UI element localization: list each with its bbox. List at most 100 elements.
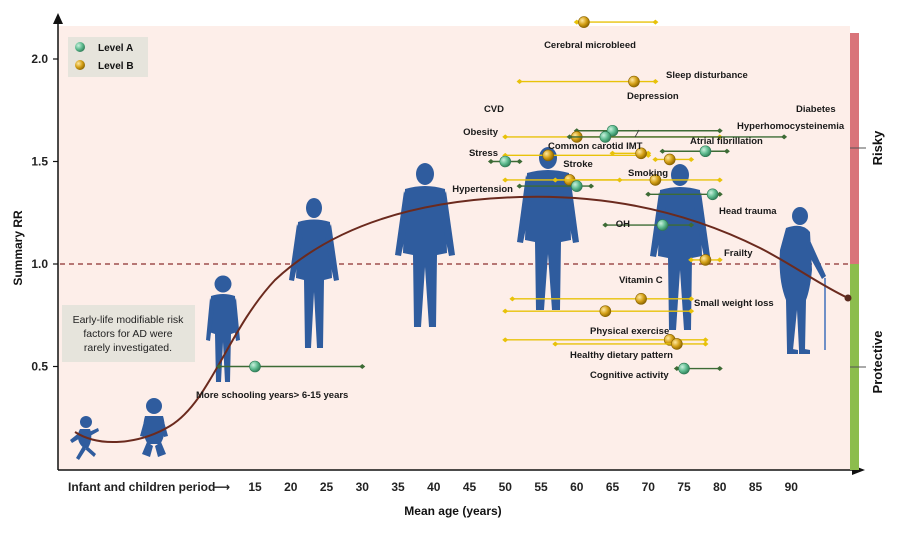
ci-end-marker bbox=[552, 341, 559, 347]
x-tick-label: 20 bbox=[284, 480, 298, 494]
factor-label: Stress bbox=[469, 148, 498, 159]
ci-end-marker bbox=[502, 134, 509, 140]
note-line-1: Early-life modifiable risk bbox=[73, 314, 185, 326]
protective-label: Protective bbox=[870, 331, 885, 394]
factor-oh: OH bbox=[602, 219, 695, 231]
factor-label: Hyperhomocysteinemia bbox=[737, 121, 845, 132]
ci-end-marker bbox=[716, 177, 723, 183]
estimate-point bbox=[635, 293, 647, 305]
age-silhouettes bbox=[70, 147, 826, 460]
factor-sleep-disturbance: Sleep disturbance bbox=[516, 70, 748, 88]
factor-label: Common carotid IMT bbox=[548, 141, 643, 152]
estimate-point bbox=[699, 145, 712, 158]
ci-end-marker bbox=[702, 341, 709, 347]
legend: Level A Level B bbox=[68, 37, 148, 77]
factor-label: Obesity bbox=[463, 127, 499, 138]
ci-end-marker bbox=[716, 366, 723, 372]
factor-label: CVD bbox=[484, 104, 504, 115]
factor-more-schooling-years-6-15-years: More schooling years> 6-15 years bbox=[196, 360, 366, 401]
ci-end-marker bbox=[716, 257, 723, 263]
x-tick-label: 15 bbox=[248, 480, 262, 494]
ci-end-marker bbox=[566, 134, 573, 140]
x-tick-label: 55 bbox=[534, 480, 548, 494]
adult-silhouette bbox=[395, 163, 455, 327]
factor-small-weight-loss: Small weight loss bbox=[502, 298, 774, 317]
ci-end-marker bbox=[716, 128, 723, 134]
factor-cognitive-activity: Cognitive activity bbox=[590, 362, 723, 381]
y-ticks: 0.5 1.0 1.5 2.0 bbox=[31, 52, 58, 374]
x-prefix-arrow: ⟶ bbox=[213, 480, 230, 494]
ci-end-marker bbox=[502, 177, 509, 183]
estimate-point bbox=[542, 149, 554, 162]
ci-end-marker bbox=[502, 308, 509, 314]
y-axis-title: Summary RR bbox=[11, 210, 25, 286]
note-box bbox=[62, 305, 195, 362]
estimate-point bbox=[656, 219, 669, 231]
x-tick-label: 85 bbox=[749, 480, 763, 494]
x-tick-label: 90 bbox=[785, 480, 799, 494]
ci-end-marker bbox=[502, 337, 509, 343]
estimate-point bbox=[635, 147, 647, 160]
x-ticks: 15 20 25 30 35 40 45 50 55 60 65 70 75 80 85 90 bbox=[248, 480, 798, 494]
x-tick-label: 50 bbox=[499, 480, 513, 494]
factor-label: Stroke bbox=[563, 159, 593, 170]
risky-label: Risky bbox=[870, 130, 885, 165]
ci-end-marker bbox=[688, 257, 695, 263]
ci-end-marker bbox=[609, 150, 616, 156]
factor-frailty: Frailty bbox=[688, 248, 753, 266]
y-tick-label: 1.5 bbox=[31, 155, 48, 169]
factor-obesity: Obesity bbox=[463, 127, 652, 162]
x-tick-label: 65 bbox=[606, 480, 620, 494]
ci-end-marker bbox=[602, 222, 609, 228]
ci-end-marker bbox=[781, 134, 788, 140]
factor-atrial-fibrillation: Atrial fibrillation bbox=[652, 136, 763, 166]
estimate-point bbox=[599, 305, 612, 317]
x-tick-label: 35 bbox=[391, 480, 405, 494]
factor-stress: Stress bbox=[469, 148, 523, 168]
ci-end-marker bbox=[359, 364, 366, 369]
x-tick-label: 60 bbox=[570, 480, 584, 494]
estimate-point bbox=[706, 188, 719, 201]
factor-label: More schooling years> 6-15 years bbox=[196, 390, 348, 401]
factor-label: OH bbox=[616, 219, 630, 230]
legend-label-level-b: Level B bbox=[98, 61, 134, 72]
factor-depression: Depression bbox=[573, 91, 723, 137]
factor-label: Cerebral microbleed bbox=[544, 40, 636, 51]
ci-end-marker bbox=[688, 156, 695, 162]
factor-label: Cognitive activity bbox=[590, 370, 669, 381]
y-axis-arrow bbox=[53, 13, 63, 24]
y-tick-label: 0.5 bbox=[31, 360, 48, 374]
risk-factors: Cerebral microbleed Sleep disturbance Depr… bbox=[196, 16, 845, 401]
factor-label: Healthy dietary pattern bbox=[570, 350, 673, 361]
factor-label: Frailty bbox=[724, 248, 753, 259]
curve-end-dot bbox=[844, 294, 852, 302]
legend-label-level-a: Level A bbox=[98, 43, 133, 54]
legend-marker-level-a bbox=[75, 42, 85, 52]
x-prefix-label: Infant and children period bbox=[68, 480, 215, 494]
factor-cerebral-microbleed: Cerebral microbleed bbox=[544, 16, 659, 51]
estimate-point bbox=[499, 155, 512, 168]
factor-physical-exercise: Physical exercise bbox=[502, 326, 709, 346]
factor-label: Sleep disturbance bbox=[666, 70, 748, 81]
x-tick-label: 75 bbox=[677, 480, 691, 494]
factor-hyperhomocysteinemia: Hyperhomocysteinemia bbox=[659, 121, 845, 158]
ci-end-marker bbox=[645, 191, 652, 197]
factor-label: Depression bbox=[627, 91, 679, 102]
factor-smoking: Smoking bbox=[502, 168, 723, 186]
estimate-point bbox=[678, 362, 690, 375]
estimate-point bbox=[628, 75, 640, 88]
x-tick-label: 80 bbox=[713, 480, 727, 494]
estimate-point bbox=[663, 153, 676, 166]
estimate-point bbox=[671, 338, 683, 350]
factor-hypertension: Hypertension bbox=[452, 180, 595, 195]
factor-diabetes: Diabetes bbox=[566, 104, 836, 143]
factor-label: Physical exercise bbox=[590, 326, 669, 337]
legend-marker-level-b bbox=[75, 60, 85, 70]
toddler-silhouette bbox=[140, 398, 168, 457]
estimate-point bbox=[599, 131, 612, 143]
ci-end-marker bbox=[516, 79, 523, 85]
factor-vitamin-c: Vitamin C bbox=[509, 275, 695, 305]
ci-end-marker bbox=[659, 148, 666, 154]
